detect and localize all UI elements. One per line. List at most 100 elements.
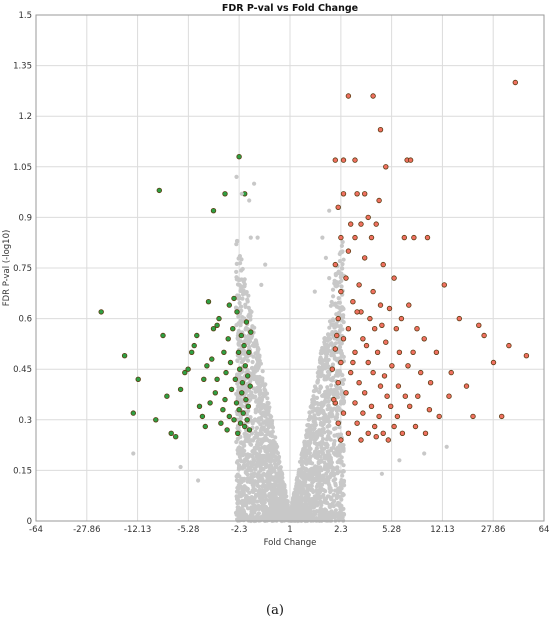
down-point [224, 427, 230, 433]
up-point [363, 342, 370, 349]
up-point [380, 261, 386, 268]
ns-point [330, 378, 335, 383]
ns-point [296, 472, 301, 477]
ns-point [260, 461, 265, 466]
ns-point [263, 454, 268, 460]
ns-point [258, 388, 263, 393]
ns-point [252, 181, 257, 186]
ns-point [341, 492, 346, 497]
ns-point [248, 480, 253, 485]
x-tick-label: -64 [29, 525, 43, 535]
up-point [398, 315, 405, 322]
down-point [202, 423, 208, 430]
down-point [156, 187, 162, 194]
ns-point [306, 516, 311, 521]
ns-point [292, 502, 297, 507]
up-point [396, 349, 403, 355]
ns-point [311, 419, 316, 424]
ns-point [280, 518, 286, 523]
ns-point [236, 388, 241, 393]
ns-point [331, 294, 336, 299]
up-point [345, 93, 352, 99]
ns-point [252, 325, 257, 330]
ns-point [314, 446, 319, 451]
ns-point [238, 399, 243, 404]
ns-point [316, 402, 321, 407]
ns-point [269, 482, 274, 487]
ns-point [318, 420, 324, 425]
up-point [377, 383, 384, 389]
ns-point [325, 351, 330, 356]
x-tick-label: 12.13 [430, 525, 454, 535]
ns-point [341, 401, 346, 406]
ns-point [247, 198, 252, 203]
up-point [385, 437, 391, 443]
ns-point [327, 276, 332, 281]
ns-point [249, 472, 254, 477]
ns-point [290, 508, 295, 513]
ns-point [261, 392, 267, 397]
ns-point [255, 499, 260, 504]
ns-point [239, 440, 244, 445]
down-point [242, 363, 248, 369]
ns-point [248, 397, 253, 402]
ns-point [266, 478, 271, 483]
ns-point [274, 472, 279, 477]
ns-point [331, 445, 336, 450]
down-point [172, 434, 179, 440]
ns-point [327, 392, 332, 397]
ns-point [338, 250, 343, 255]
ns-point [319, 517, 324, 522]
ns-point [310, 516, 315, 521]
down-point [241, 423, 248, 430]
ns-point [333, 508, 338, 513]
ns-point [444, 444, 449, 449]
up-point [490, 359, 497, 366]
ns-point [329, 383, 334, 388]
down-point [185, 366, 191, 372]
up-point [368, 403, 375, 409]
ns-point [301, 448, 306, 454]
ns-point [338, 511, 343, 516]
ns-point [325, 424, 330, 429]
ns-point [300, 472, 305, 477]
ns-point [322, 460, 327, 465]
ns-point [249, 468, 254, 473]
ns-point [267, 456, 272, 461]
ns-point [316, 442, 321, 447]
up-point [506, 342, 512, 349]
ns-point [257, 355, 262, 360]
ns-point [238, 494, 243, 499]
ns-point [318, 374, 323, 379]
down-point [194, 332, 200, 339]
down-point [212, 390, 218, 396]
ns-point [320, 401, 325, 406]
up-point [470, 413, 476, 420]
ns-point [250, 501, 255, 506]
ns-point [379, 471, 384, 476]
down-point [216, 315, 222, 322]
ns-point [328, 332, 333, 337]
ns-point [329, 408, 334, 413]
ns-point [270, 434, 275, 439]
ns-point [329, 353, 334, 358]
up-point [414, 326, 420, 332]
ns-point [268, 501, 273, 507]
ns-point [243, 457, 248, 462]
ns-point [283, 498, 288, 503]
ns-point [252, 435, 257, 441]
ns-point [307, 476, 312, 481]
y-tick-label: 1.5 [18, 11, 32, 21]
ns-point [329, 510, 334, 515]
ns-point [312, 413, 317, 418]
up-point [436, 413, 442, 420]
up-point [362, 390, 368, 396]
ns-point [247, 339, 253, 344]
up-point [394, 413, 401, 420]
ns-point [340, 262, 345, 267]
ns-point [321, 411, 326, 416]
ns-point [242, 443, 247, 448]
down-point [235, 349, 242, 355]
up-point [370, 288, 376, 295]
down-point [226, 413, 232, 420]
